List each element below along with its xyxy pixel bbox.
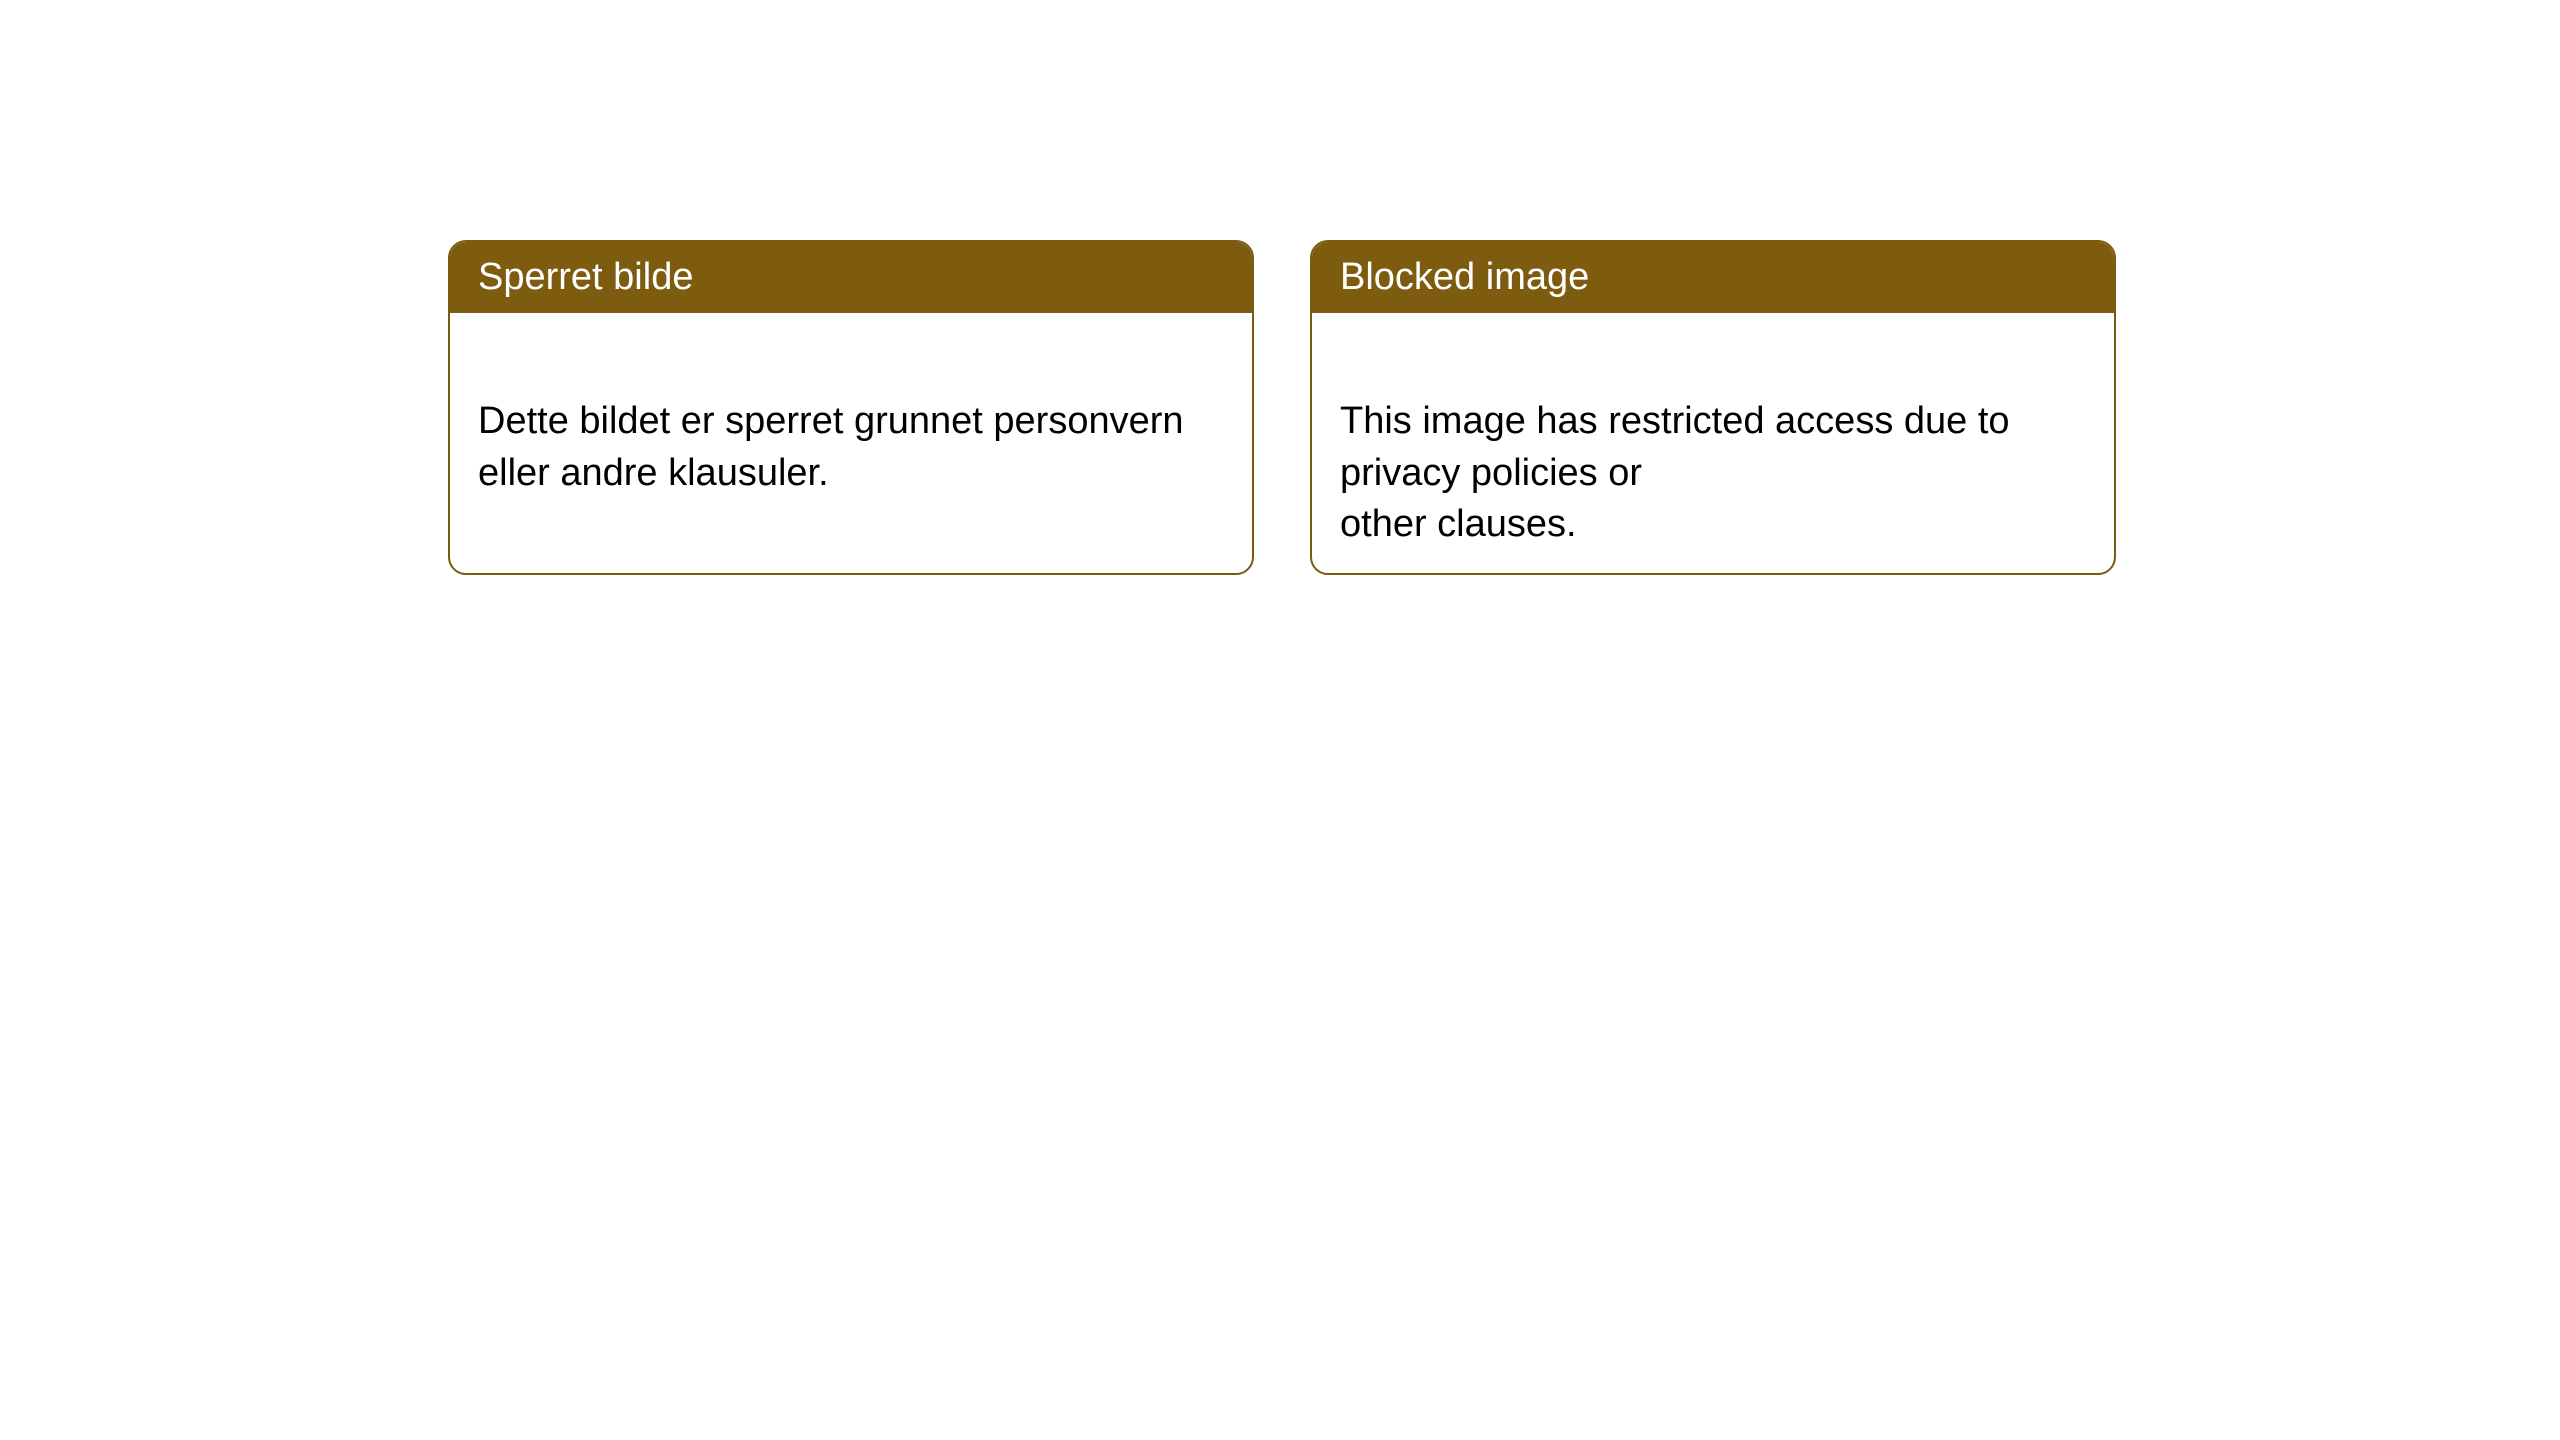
notice-header: Sperret bilde xyxy=(450,242,1252,313)
notice-card-norwegian: Sperret bilde Dette bildet er sperret gr… xyxy=(448,240,1254,575)
notice-title: Sperret bilde xyxy=(478,256,693,298)
notice-body-text: Dette bildet er sperret grunnet personve… xyxy=(478,400,1184,493)
notice-body: Dette bildet er sperret grunnet personve… xyxy=(450,313,1252,531)
notice-title: Blocked image xyxy=(1340,256,1589,298)
notice-header: Blocked image xyxy=(1312,242,2114,313)
notice-body: This image has restricted access due to … xyxy=(1312,313,2114,575)
notice-body-text: This image has restricted access due to … xyxy=(1340,400,2010,545)
notice-card-english: Blocked image This image has restricted … xyxy=(1310,240,2116,575)
notice-container: Sperret bilde Dette bildet er sperret gr… xyxy=(448,240,2116,575)
